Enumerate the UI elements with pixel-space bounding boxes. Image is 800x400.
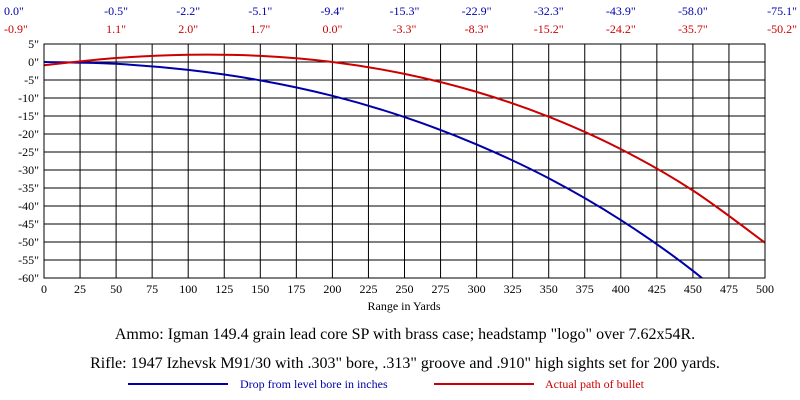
y-tick-label: 0"	[28, 55, 39, 69]
series-line	[44, 61, 704, 278]
path-value: 2.0"	[178, 22, 198, 36]
x-tick-label: 200	[323, 282, 341, 296]
y-tick-label: -45"	[18, 217, 39, 231]
plot-frame	[43, 43, 766, 279]
x-tick-label: 75	[146, 282, 158, 296]
y-tick-label: -60"	[18, 271, 39, 285]
drop-value: -9.4"	[320, 4, 344, 18]
x-tick-label: 350	[540, 282, 558, 296]
path-value: -0.9"	[4, 22, 28, 36]
y-tick-label: -25"	[18, 145, 39, 159]
x-tick-label: 25	[74, 282, 86, 296]
x-tick-label: 225	[359, 282, 377, 296]
x-tick-label: 50	[110, 282, 122, 296]
drop-value: -0.5"	[104, 4, 128, 18]
x-tick-label: 150	[251, 282, 269, 296]
path-value: -35.7"	[678, 22, 708, 36]
rifle-caption: Rifle: 1947 Izhevsk M91/30 with .303" bo…	[90, 355, 720, 372]
x-tick-label: 450	[684, 282, 702, 296]
y-tick-label: -10"	[18, 91, 39, 105]
y-tick-label: -15"	[18, 109, 39, 123]
x-tick-label: 0	[41, 282, 47, 296]
path-value: -24.2"	[606, 22, 636, 36]
y-tick-label: -40"	[18, 199, 39, 213]
ammo-caption: Ammo: Igman 149.4 grain lead core SP wit…	[115, 326, 695, 343]
x-tick-label: 125	[215, 282, 233, 296]
drop-value: 0.0"	[4, 4, 24, 18]
drop-values-row: 0.0" -0.5" -2.2" -5.1" -9.4" -15.3" -22.9" -32.…	[4, 4, 797, 18]
drop-value: -15.3"	[390, 4, 420, 18]
path-value: -3.3"	[393, 22, 417, 36]
drop-value: -5.1"	[248, 4, 272, 18]
legend-drop-label: Drop from level bore in inches	[240, 377, 388, 391]
x-tick-label: 425	[648, 282, 666, 296]
x-axis-label: Range in Yards	[367, 299, 440, 313]
path-value: 0.0"	[322, 22, 342, 36]
x-axis-ticks: 0 25 50 75 100 125 150 175 200 225 250 275 300 325 350…	[41, 282, 774, 296]
drop-value: -43.9"	[606, 4, 636, 18]
path-value: -15.2"	[534, 22, 564, 36]
y-tick-label: -55"	[18, 253, 39, 267]
x-tick-label: 500	[756, 282, 774, 296]
path-value: 1.7"	[250, 22, 270, 36]
path-values-row: -0.9" 1.1" 2.0" 1.7" 0.0" -3.3" -8.3" -15.2" -24…	[4, 22, 797, 36]
x-tick-label: 325	[504, 282, 522, 296]
drop-value: -75.1"	[767, 4, 797, 18]
y-tick-label: -50"	[18, 235, 39, 249]
x-tick-label: 475	[720, 282, 738, 296]
grid	[43, 43, 766, 279]
series-line	[44, 53, 765, 244]
y-tick-label: -5"	[24, 73, 39, 87]
x-tick-label: 250	[396, 282, 414, 296]
x-tick-label: 175	[287, 282, 305, 296]
x-tick-label: 375	[576, 282, 594, 296]
x-tick-label: 400	[612, 282, 630, 296]
y-tick-label: -35"	[18, 181, 39, 195]
path-value: -50.2"	[767, 22, 797, 36]
drop-value: -2.2"	[176, 4, 200, 18]
y-axis-ticks: 5" 0" -5" -10" -15" -20" -25" -30" -35" -40" -45" -…	[18, 37, 39, 285]
path-value: -8.3"	[465, 22, 489, 36]
drop-value: -32.3"	[534, 4, 564, 18]
drop-value: -22.9"	[462, 4, 492, 18]
y-tick-label: -20"	[18, 127, 39, 141]
x-tick-label: 100	[179, 282, 197, 296]
y-tick-label: 5"	[28, 37, 39, 51]
drop-value: -58.0"	[678, 4, 708, 18]
x-tick-label: 300	[468, 282, 486, 296]
path-value: 1.1"	[106, 22, 126, 36]
legend-path-label: Actual path of bullet	[545, 377, 645, 391]
x-tick-label: 275	[432, 282, 450, 296]
y-tick-label: -30"	[18, 163, 39, 177]
series-lines	[44, 53, 765, 278]
